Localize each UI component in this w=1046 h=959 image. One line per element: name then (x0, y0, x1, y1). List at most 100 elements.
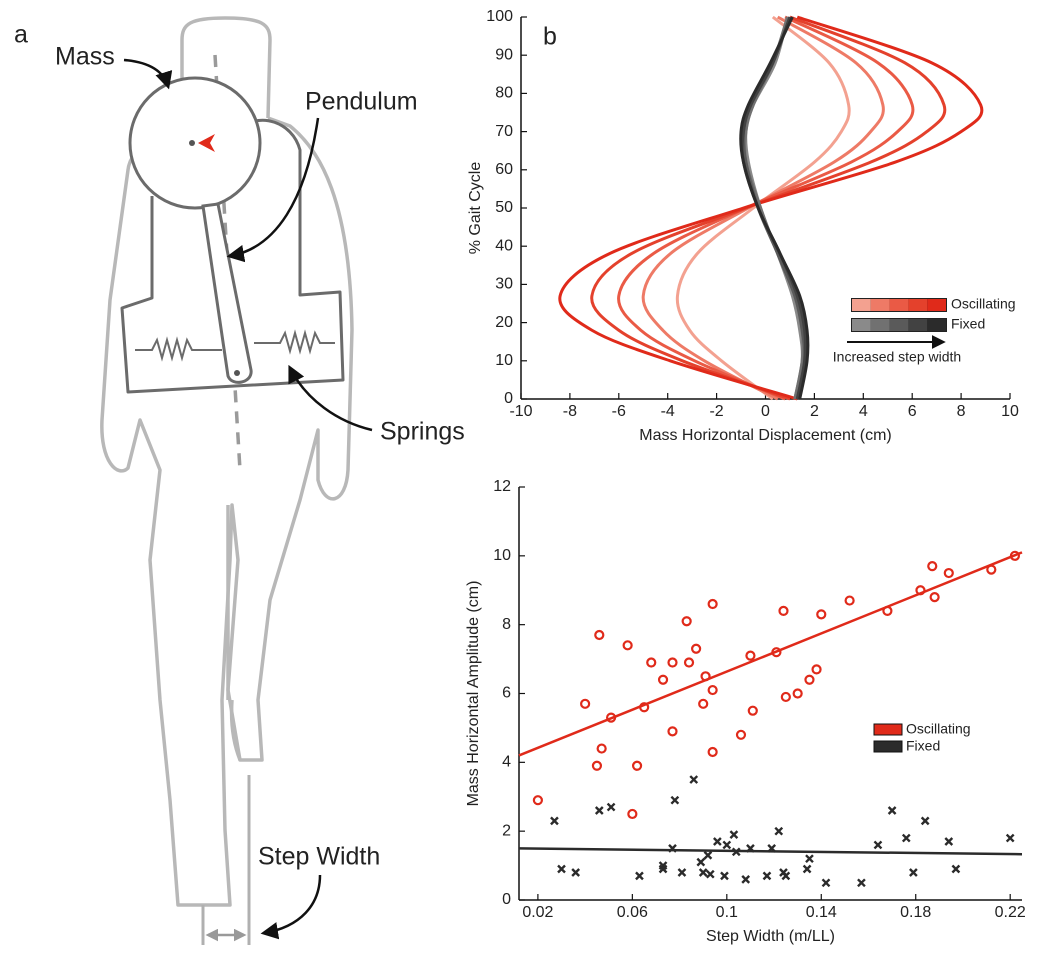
point (636, 872, 643, 879)
point (730, 831, 737, 838)
point (593, 762, 601, 770)
pointer-arrow (264, 875, 320, 933)
point (608, 804, 615, 811)
legend-swatch (871, 319, 890, 331)
point (671, 797, 678, 804)
x-tick-label: 2 (810, 403, 819, 420)
point (721, 872, 728, 879)
x-tick-label: -6 (612, 403, 626, 420)
x-tick-label: 0.22 (995, 904, 1026, 921)
point (700, 869, 707, 876)
point (945, 838, 952, 845)
point (928, 562, 936, 570)
point (822, 879, 829, 886)
legend-swatch (852, 319, 871, 331)
point (737, 731, 745, 739)
y-tick-label: 0 (504, 390, 513, 407)
point (678, 869, 685, 876)
legend-swatch (927, 319, 946, 331)
y-tick-label: 0 (502, 891, 511, 908)
point (551, 817, 558, 824)
x-tick-label: 0.14 (806, 904, 837, 921)
legend-swatch (908, 299, 927, 311)
point (668, 727, 676, 735)
x-tick-label: -2 (709, 403, 723, 420)
point (723, 841, 730, 848)
x-axis-label: Mass Horizontal Displacement (cm) (639, 427, 892, 444)
point (692, 645, 700, 653)
legend-swatch (890, 319, 909, 331)
x-tick-label: 10 (1001, 403, 1019, 420)
legend-swatch (908, 319, 927, 331)
point (690, 776, 697, 783)
point (595, 631, 603, 639)
point (910, 869, 917, 876)
point (685, 659, 693, 667)
point (596, 807, 603, 814)
spring (254, 333, 335, 351)
point (647, 659, 655, 667)
point (782, 693, 790, 701)
x-tick-label: -4 (661, 403, 675, 420)
y-tick-label: 10 (495, 352, 513, 369)
y-tick-label: 50 (495, 199, 513, 216)
x-tick-label: 4 (859, 403, 868, 420)
point (779, 607, 787, 615)
pointer-arrow (124, 60, 168, 86)
point (534, 796, 542, 804)
point (697, 859, 704, 866)
annotation: Springs (380, 418, 465, 446)
legend-swatch (927, 299, 946, 311)
point (704, 852, 711, 859)
point (558, 866, 565, 873)
point (624, 641, 632, 649)
pivot (234, 370, 240, 376)
point (746, 652, 754, 660)
annotation: Step Width (258, 843, 380, 871)
point (714, 838, 721, 845)
panel-label: a (14, 21, 28, 49)
y-tick-label: 80 (495, 85, 513, 102)
y-tick-label: 30 (495, 276, 513, 293)
point (668, 659, 676, 667)
point (874, 841, 881, 848)
point (742, 876, 749, 883)
figure: a Mass Pendulum Springs Step Width b -10… (0, 0, 1046, 959)
point (598, 745, 606, 753)
point (749, 707, 757, 715)
x-tick-label: 6 (908, 403, 917, 420)
y-tick-label: 90 (495, 46, 513, 63)
point (922, 817, 929, 824)
point (572, 869, 579, 876)
point (707, 871, 714, 878)
point (1007, 835, 1014, 842)
y-tick-label: 20 (495, 314, 513, 331)
y-axis-label: Mass Horizontal Amplitude (cm) (465, 581, 482, 807)
x-tick-label: -8 (563, 403, 577, 420)
point (952, 866, 959, 873)
point (628, 810, 636, 818)
point (581, 700, 589, 708)
point (931, 593, 939, 601)
x-tick-label: 0.1 (716, 904, 738, 921)
y-tick-label: 40 (495, 237, 513, 254)
legend-label: Fixed (906, 738, 940, 754)
annotation: Mass (55, 43, 115, 71)
y-tick-label: 4 (502, 754, 511, 771)
point (889, 807, 896, 814)
point (945, 569, 953, 577)
point (804, 866, 811, 873)
y-tick-label: 60 (495, 161, 513, 178)
legend-label: Oscillating (951, 296, 1016, 312)
point (659, 676, 667, 684)
y-tick-label: 12 (493, 478, 511, 495)
point (709, 748, 717, 756)
legend-swatch (874, 724, 902, 735)
point (794, 690, 802, 698)
point (709, 600, 717, 608)
y-tick-label: 8 (502, 616, 511, 633)
pointer-arrow (290, 368, 372, 430)
legend-swatch (890, 299, 909, 311)
y-tick-label: 70 (495, 123, 513, 140)
legend-label: Fixed (951, 316, 985, 332)
